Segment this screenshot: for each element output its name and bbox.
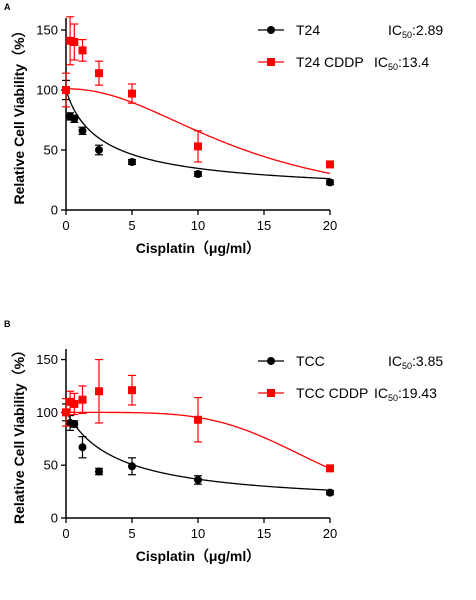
panel-b-series-1-legend-label: TCC [296, 353, 325, 369]
panel-a-series-1-point [194, 170, 202, 178]
panel-a-series-1-point [78, 126, 87, 135]
panel-a-series-1-ic50-label: IC50:2.89 [388, 22, 443, 40]
panel-a-series-2-legend-label: T24 CDDP [296, 54, 364, 70]
panel-a-series-2-point [62, 86, 70, 94]
panel-b-y-tick-label: 100 [36, 405, 58, 420]
panel-b-series-1-point [128, 462, 136, 471]
panel-a-y-tick-label: 100 [36, 83, 58, 98]
panel-a-y-tick-label: 50 [44, 143, 58, 158]
panel-b-series-2-ic50-value: :19.43 [398, 385, 437, 401]
panel-a-series-1-legend-marker [267, 26, 275, 34]
panel-b-series-2-ic50-subscript: 50 [388, 393, 398, 403]
panel-b-y-tick-label: 0 [51, 511, 58, 526]
panel-b-series-1-ic50-label: IC50:3.85 [388, 353, 443, 371]
panel-b-y-tick-label: 150 [36, 352, 58, 367]
panel-b-y-axis-title: Relative Cell Viability（%） [11, 343, 27, 524]
panel-b-series-2-point [62, 408, 70, 417]
panel-a-y-tick-label: 0 [51, 203, 58, 218]
panel-a-series-2-ic50-prefix: IC [374, 54, 388, 70]
panel-a-series-2-ic50-label: IC50:13.4 [374, 54, 429, 72]
panel-b-series-1-ic50-prefix: IC [388, 353, 402, 369]
panel-a-series-2-point [78, 46, 87, 55]
panel-a-series-1-point [128, 158, 136, 166]
panel-a-series-1-ic50-prefix: IC [388, 22, 402, 38]
panel-b-series-2-point [78, 395, 87, 404]
panel-b-series-2-ic50-prefix: IC [374, 385, 388, 401]
panel-a-series-2-legend-marker [267, 58, 275, 66]
panel-a-series-2-point [326, 160, 334, 169]
panel-a-series-2-point [66, 36, 75, 45]
panel-b-y-tick-label: 50 [44, 458, 58, 473]
panel-a-series-1-legend-label: T24 [296, 22, 320, 38]
panel-b-x-tick-label: 5 [128, 526, 135, 541]
panel-b-series-1-legend-marker [267, 357, 275, 365]
panel-b-x-tick-label: 10 [191, 526, 205, 541]
panel-b-series-2-point [70, 399, 79, 408]
panel-b-series-2-point [66, 397, 75, 406]
panel-b-series-2: TCC CDDP IC50:19.43 [62, 358, 437, 473]
panel-b-series-2-legend-label: TCC CDDP [296, 385, 368, 401]
panel-a-series-2-ic50-value: :13.4 [398, 54, 429, 70]
panel-b-series-1: TCC IC50:3.85 [62, 353, 443, 497]
panel-b-x-axis-title: Cisplatin（μg/ml） [136, 548, 260, 564]
panel-a-series-2-ic50-subscript: 50 [388, 62, 398, 72]
panel-b-series-2-point [194, 415, 202, 424]
panel-b-series-1-point [326, 488, 334, 497]
panel-a-y-tick-label: 150 [36, 23, 58, 38]
panel-a-series-2-point [95, 69, 103, 78]
panel-b-series-2-point [326, 464, 334, 473]
panel-b-series-1-ic50-value: :3.85 [412, 353, 443, 369]
panel-b-series-2-legend-marker [267, 389, 275, 397]
panel-a-series-1: T24 IC50:2.89 [62, 22, 443, 187]
panel-a-series-1-point [70, 114, 79, 123]
panel-a-x-tick-label: 15 [257, 218, 271, 233]
panel-a-x-tick-label: 0 [62, 218, 69, 233]
panel-b-series-1-ic50-subscript: 50 [402, 361, 412, 371]
panel-a-x-axis-title: Cisplatin（μg/ml） [136, 240, 260, 256]
panel-a-series-2-point [194, 142, 202, 151]
panel-b-series-2-point [128, 386, 136, 395]
panel-a-letter: A [4, 2, 11, 12]
panel-b-series-2-ic50-label: IC50:19.43 [374, 385, 437, 403]
panel-a-series-1-ic50-value: :2.89 [412, 22, 443, 38]
panel-b-series-1-point [95, 467, 103, 476]
panel-b-series-1-point [70, 419, 79, 428]
panel-a-series-1-point [326, 178, 334, 187]
panel-b-series-2-point [95, 387, 103, 396]
panel-a-x-tick-label: 20 [323, 218, 337, 233]
panel-b-x-tick-label: 20 [323, 526, 337, 541]
panel-a-y-axis-title: Relative Cell Viability（%） [11, 23, 27, 204]
panel-a-x-tick-label: 10 [191, 218, 205, 233]
panel-a-series-1-ic50-subscript: 50 [402, 30, 412, 40]
panel-a-series-2: T24 CDDP IC50:13.4 [62, 16, 429, 175]
panel-a-x-tick-label: 5 [128, 218, 135, 233]
panel-a-series-2-point [70, 38, 79, 46]
panel-a: A 0 50 100 150 0 5 10 15 20 Cisplatin（μg/ml） Relati… [4, 2, 443, 256]
panel-b: B 0 50 100 150 0 5 10 15 20 Cisplatin（μg/ml） Relati… [4, 319, 443, 564]
panel-b-x-tick-label: 15 [257, 526, 271, 541]
panel-b-series-1-point [78, 443, 87, 452]
panel-a-series-1-fit-curve [65, 88, 331, 180]
panel-b-x-tick-label: 0 [62, 526, 69, 541]
panel-b-letter: B [4, 319, 11, 329]
panel-a-series-2-point [128, 89, 136, 98]
panel-b-series-1-point [194, 475, 202, 484]
panel-a-series-1-point [95, 146, 103, 154]
